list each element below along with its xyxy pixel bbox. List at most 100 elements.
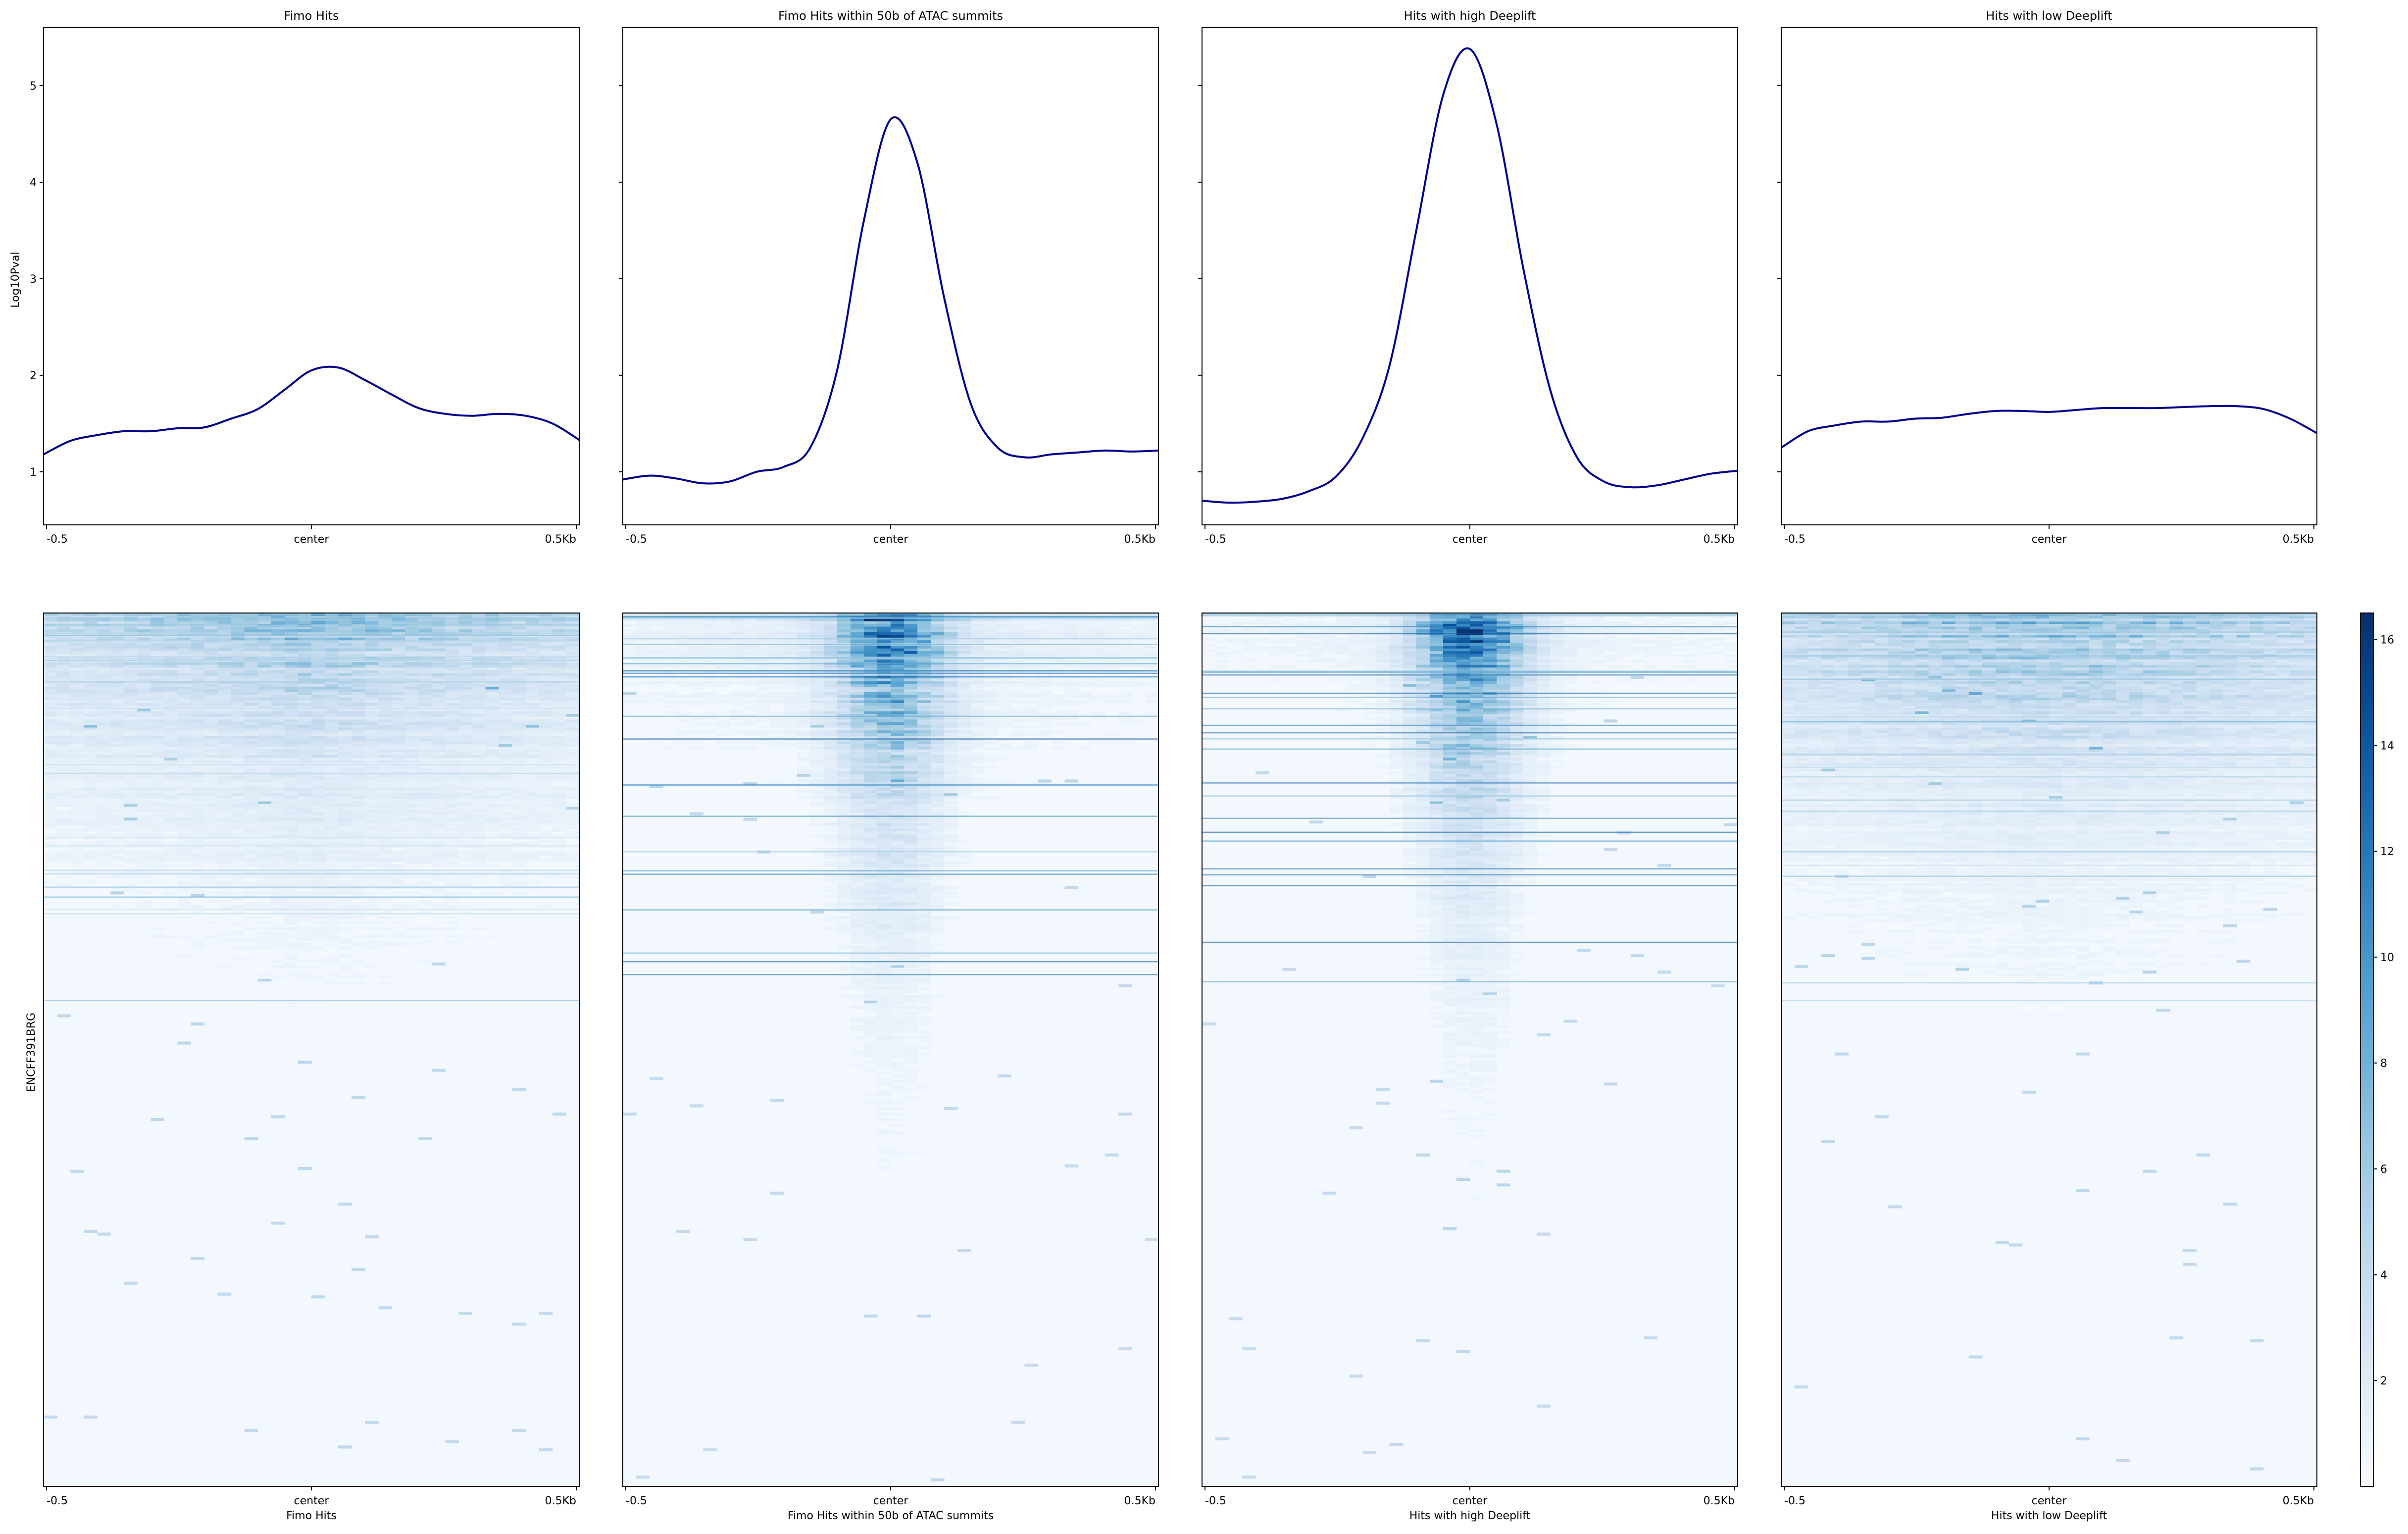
heatmap-cell	[110, 766, 124, 769]
heatmap-cell	[485, 766, 500, 769]
heatmap-cell	[284, 706, 299, 709]
heatmap-cell	[311, 812, 325, 816]
heatmap-cell	[445, 684, 459, 687]
heatmap-cell	[311, 831, 325, 835]
heatmap-cell	[1104, 613, 1119, 616]
heatmap-cell	[177, 700, 192, 704]
heatmap-cell	[512, 793, 526, 796]
heatmap-cell	[177, 793, 192, 796]
heatmap-cell	[405, 749, 419, 753]
heatmap-cell	[432, 716, 446, 720]
heatmap-cell	[257, 861, 272, 865]
heatmap-cell	[164, 635, 178, 638]
heatmap-cell	[405, 812, 419, 816]
heatmap-cell	[150, 869, 165, 873]
heatmap-cell	[525, 744, 540, 747]
heatmap-cell	[863, 654, 878, 657]
heatmap-cell	[445, 861, 459, 865]
profile-line	[1202, 47, 1738, 504]
heatmap-cell	[690, 648, 703, 652]
heatmap-cell	[552, 818, 566, 821]
heatmap-cell	[1104, 640, 1119, 644]
heatmap-cell	[284, 692, 299, 695]
heatmap-streak	[44, 617, 579, 619]
heatmap-cell	[512, 719, 526, 723]
heatmap-cell	[177, 697, 192, 701]
heatmap-streak	[44, 896, 579, 898]
heatmap-cell	[325, 736, 339, 739]
heatmap-cell	[703, 618, 717, 622]
heatmap-cell	[231, 845, 245, 848]
heatmap-cell	[271, 722, 285, 725]
heatmap-cell	[257, 733, 272, 736]
heatmap-cell	[351, 839, 365, 843]
heatmap-cell	[525, 790, 540, 794]
heatmap-cell	[325, 640, 339, 644]
heatmap-cell	[137, 875, 151, 878]
heatmap-cell	[365, 842, 379, 846]
heatmap-cell	[338, 823, 352, 826]
heatmap-cell	[311, 798, 325, 802]
heatmap-cell	[177, 755, 192, 758]
heatmap-cell	[565, 856, 579, 859]
heatmap-cell	[311, 708, 325, 712]
heatmap-cell	[244, 695, 258, 698]
heatmap-cell	[378, 665, 392, 668]
heatmap-cell	[378, 646, 392, 649]
heatmap-cell	[418, 711, 433, 715]
heatmap-cell	[284, 850, 299, 854]
heatmap-cell	[472, 796, 486, 799]
heatmap-cell	[70, 725, 84, 728]
heatmap-cell	[365, 629, 379, 633]
heatmap-cell	[552, 820, 566, 824]
heatmap-cell	[445, 815, 459, 818]
heatmap-cell	[124, 727, 138, 731]
heatmap-cell	[204, 706, 218, 709]
heatmap-cell	[137, 807, 151, 810]
heatmap-cell	[70, 657, 84, 660]
heatmap-cell	[392, 766, 405, 769]
heatmap-cell	[850, 629, 864, 633]
heatmap-cell	[325, 932, 339, 936]
heatmap-cell	[57, 727, 71, 731]
heatmap-cell	[499, 629, 513, 633]
heatmap-cell	[311, 744, 325, 747]
heatmap-cell	[485, 719, 500, 723]
heatmap-cell	[217, 861, 232, 865]
heatmap-cell	[217, 818, 232, 821]
heatmap-cell	[499, 621, 513, 624]
heatmap-cell	[124, 883, 138, 886]
heatmap-cell	[663, 621, 677, 624]
heatmap-cell	[365, 940, 379, 944]
heatmap-cell	[84, 714, 98, 717]
heatmap-cell	[392, 785, 405, 788]
heatmap-cell	[177, 657, 192, 660]
heatmap-cell	[636, 654, 650, 657]
heatmap-cell	[850, 618, 864, 622]
heatmap-cell	[392, 714, 405, 717]
heatmap-cell	[458, 648, 473, 652]
heatmap-cell	[432, 785, 446, 788]
heatmap-cell	[405, 861, 419, 865]
heatmap-cell	[191, 845, 205, 848]
heatmap-cell	[44, 716, 57, 720]
heatmap-cell	[150, 760, 165, 764]
heatmap-cell	[271, 706, 285, 709]
heatmap-cell	[539, 741, 553, 745]
heatmap-cell	[378, 752, 392, 756]
heatmap-cell	[365, 758, 379, 761]
heatmap-cell	[325, 785, 339, 788]
heatmap-cell	[110, 725, 124, 728]
heatmap-cell	[244, 848, 258, 851]
heatmap-cell	[418, 894, 433, 897]
heatmap-cell	[124, 768, 138, 772]
heatmap-cell	[485, 850, 500, 854]
heatmap-cell	[405, 684, 419, 687]
heatmap-cell	[1145, 629, 1158, 633]
heatmap-cell	[418, 635, 433, 638]
heatmap-cell	[57, 695, 71, 698]
heatmap-cell	[432, 747, 446, 750]
heatmap-cell	[84, 684, 98, 687]
heatmap-cell	[164, 637, 178, 641]
